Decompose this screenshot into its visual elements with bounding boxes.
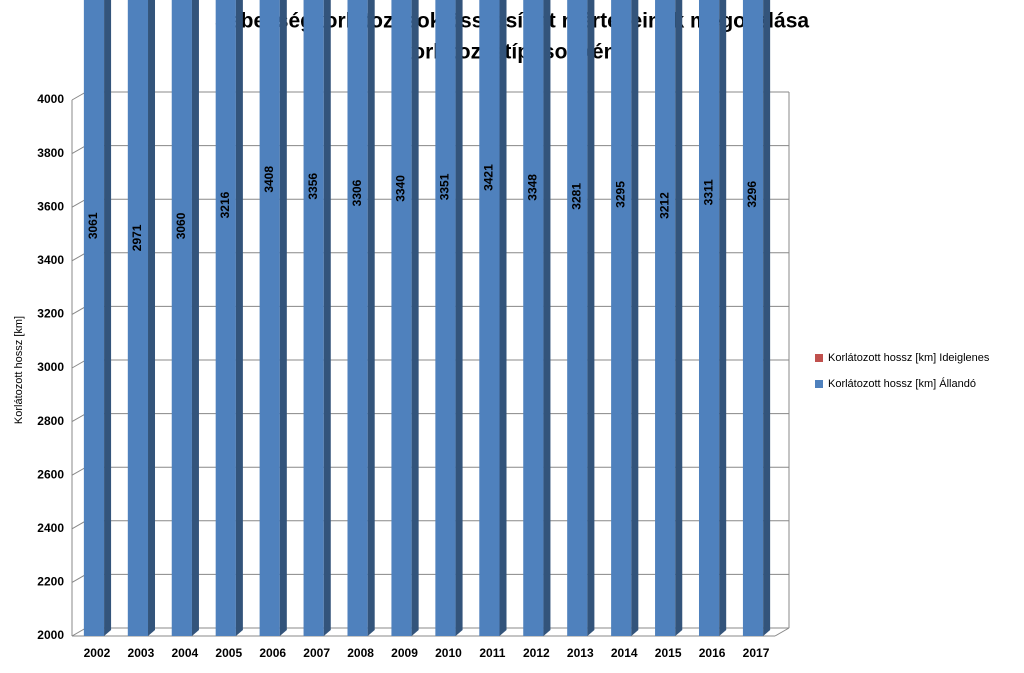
data-label: 3340 [394,175,408,202]
x-tick-label: 2017 [743,646,770,660]
bar [611,0,639,636]
bar-side [587,0,595,636]
bar-side [499,0,507,636]
bar-front [435,0,456,636]
y-tick-label: 3400 [37,253,64,267]
bar-side [279,0,287,636]
bar [215,0,243,636]
bar-front [391,0,412,636]
data-label: 3311 [701,179,715,205]
x-tick-label: 2011 [479,646,505,660]
x-tick-label: 2004 [171,646,198,660]
x-tick-label: 2010 [435,646,462,660]
bar-side [191,0,199,636]
bar-side [719,0,727,636]
data-label: 3356 [306,173,320,200]
y-tick-label: 3000 [37,360,64,374]
bar [171,0,199,637]
data-label: 3296 [745,181,759,208]
x-tick-label: 2016 [699,646,726,660]
bar-front [215,0,236,636]
data-label: 3212 [657,192,671,219]
bar [655,0,683,636]
bar-front [742,0,764,636]
bar-front [698,0,720,637]
bar-front [127,0,149,637]
bar-front [611,0,632,636]
bar-side [235,0,243,636]
bar [435,0,463,636]
bar [391,0,419,636]
bar-front [567,0,588,636]
y-tick-label: 3600 [37,199,64,213]
x-tick-label: 2002 [84,646,111,660]
bar [347,0,375,636]
y-tick-label: 3800 [37,146,64,160]
bar-side [543,0,551,636]
y-tick-label: 2600 [37,467,64,481]
y-tick-label: 2200 [37,575,64,589]
bar-front [523,0,544,637]
floor-edge [774,627,790,637]
bar-front [171,0,192,637]
legend-swatch [815,380,823,388]
bar [479,0,507,636]
data-label: 3351 [438,173,452,200]
y-tick-label: 2400 [37,521,64,535]
x-tick-label: 2012 [523,646,550,660]
bar [303,0,331,636]
bar [127,0,156,637]
bar-front [655,0,676,636]
bar-front [259,0,280,636]
legend-label: Korlátozott hossz [km] Állandó [828,377,976,390]
x-tick-label: 2003 [128,646,155,660]
bar-front [479,0,500,636]
y-tick-label: 3200 [37,307,64,321]
bar [698,0,727,637]
data-label: 2971 [130,224,144,251]
bar-side [675,0,683,636]
bar-front [303,0,324,636]
x-tick-label: 2008 [347,646,374,660]
x-tick-label: 2007 [303,646,330,660]
y-axis-label: Korlátozott hossz [km] [13,316,25,424]
x-tick-label: 2009 [391,646,418,660]
bar [523,0,551,637]
bar [742,0,771,636]
data-label: 3421 [482,164,496,191]
bar-side [455,0,463,636]
data-label: 3061 [86,212,100,239]
bar-side [763,0,771,636]
data-label: 3306 [350,179,364,206]
bar-front [83,0,105,637]
bar-side [631,0,639,636]
y-tick-label: 4000 [37,92,64,106]
bar [567,0,595,636]
data-label: 3060 [174,212,188,239]
bar-side [104,0,112,636]
x-tick-label: 2013 [567,646,594,660]
data-label: 3281 [569,183,583,210]
bar-front [347,0,368,636]
bar [83,0,112,637]
bar-side [323,0,331,636]
x-tick-label: 2015 [655,646,682,660]
bar [259,0,287,636]
x-tick-label: 2005 [215,646,242,660]
x-tick-label: 2006 [259,646,286,660]
bar-side [411,0,419,636]
y-tick-label: 2000 [37,628,64,642]
data-label: 3408 [262,166,276,193]
bar-side [148,0,156,636]
x-tick-label: 2014 [611,646,638,660]
legend-swatch [815,354,823,362]
legend-label: Korlátozott hossz [km] Ideiglenes [828,352,990,364]
data-label: 3348 [526,174,540,201]
bar-side [367,0,375,636]
y-tick-label: 2800 [37,414,64,428]
data-label: 3216 [218,191,232,218]
data-label: 3295 [613,181,627,208]
